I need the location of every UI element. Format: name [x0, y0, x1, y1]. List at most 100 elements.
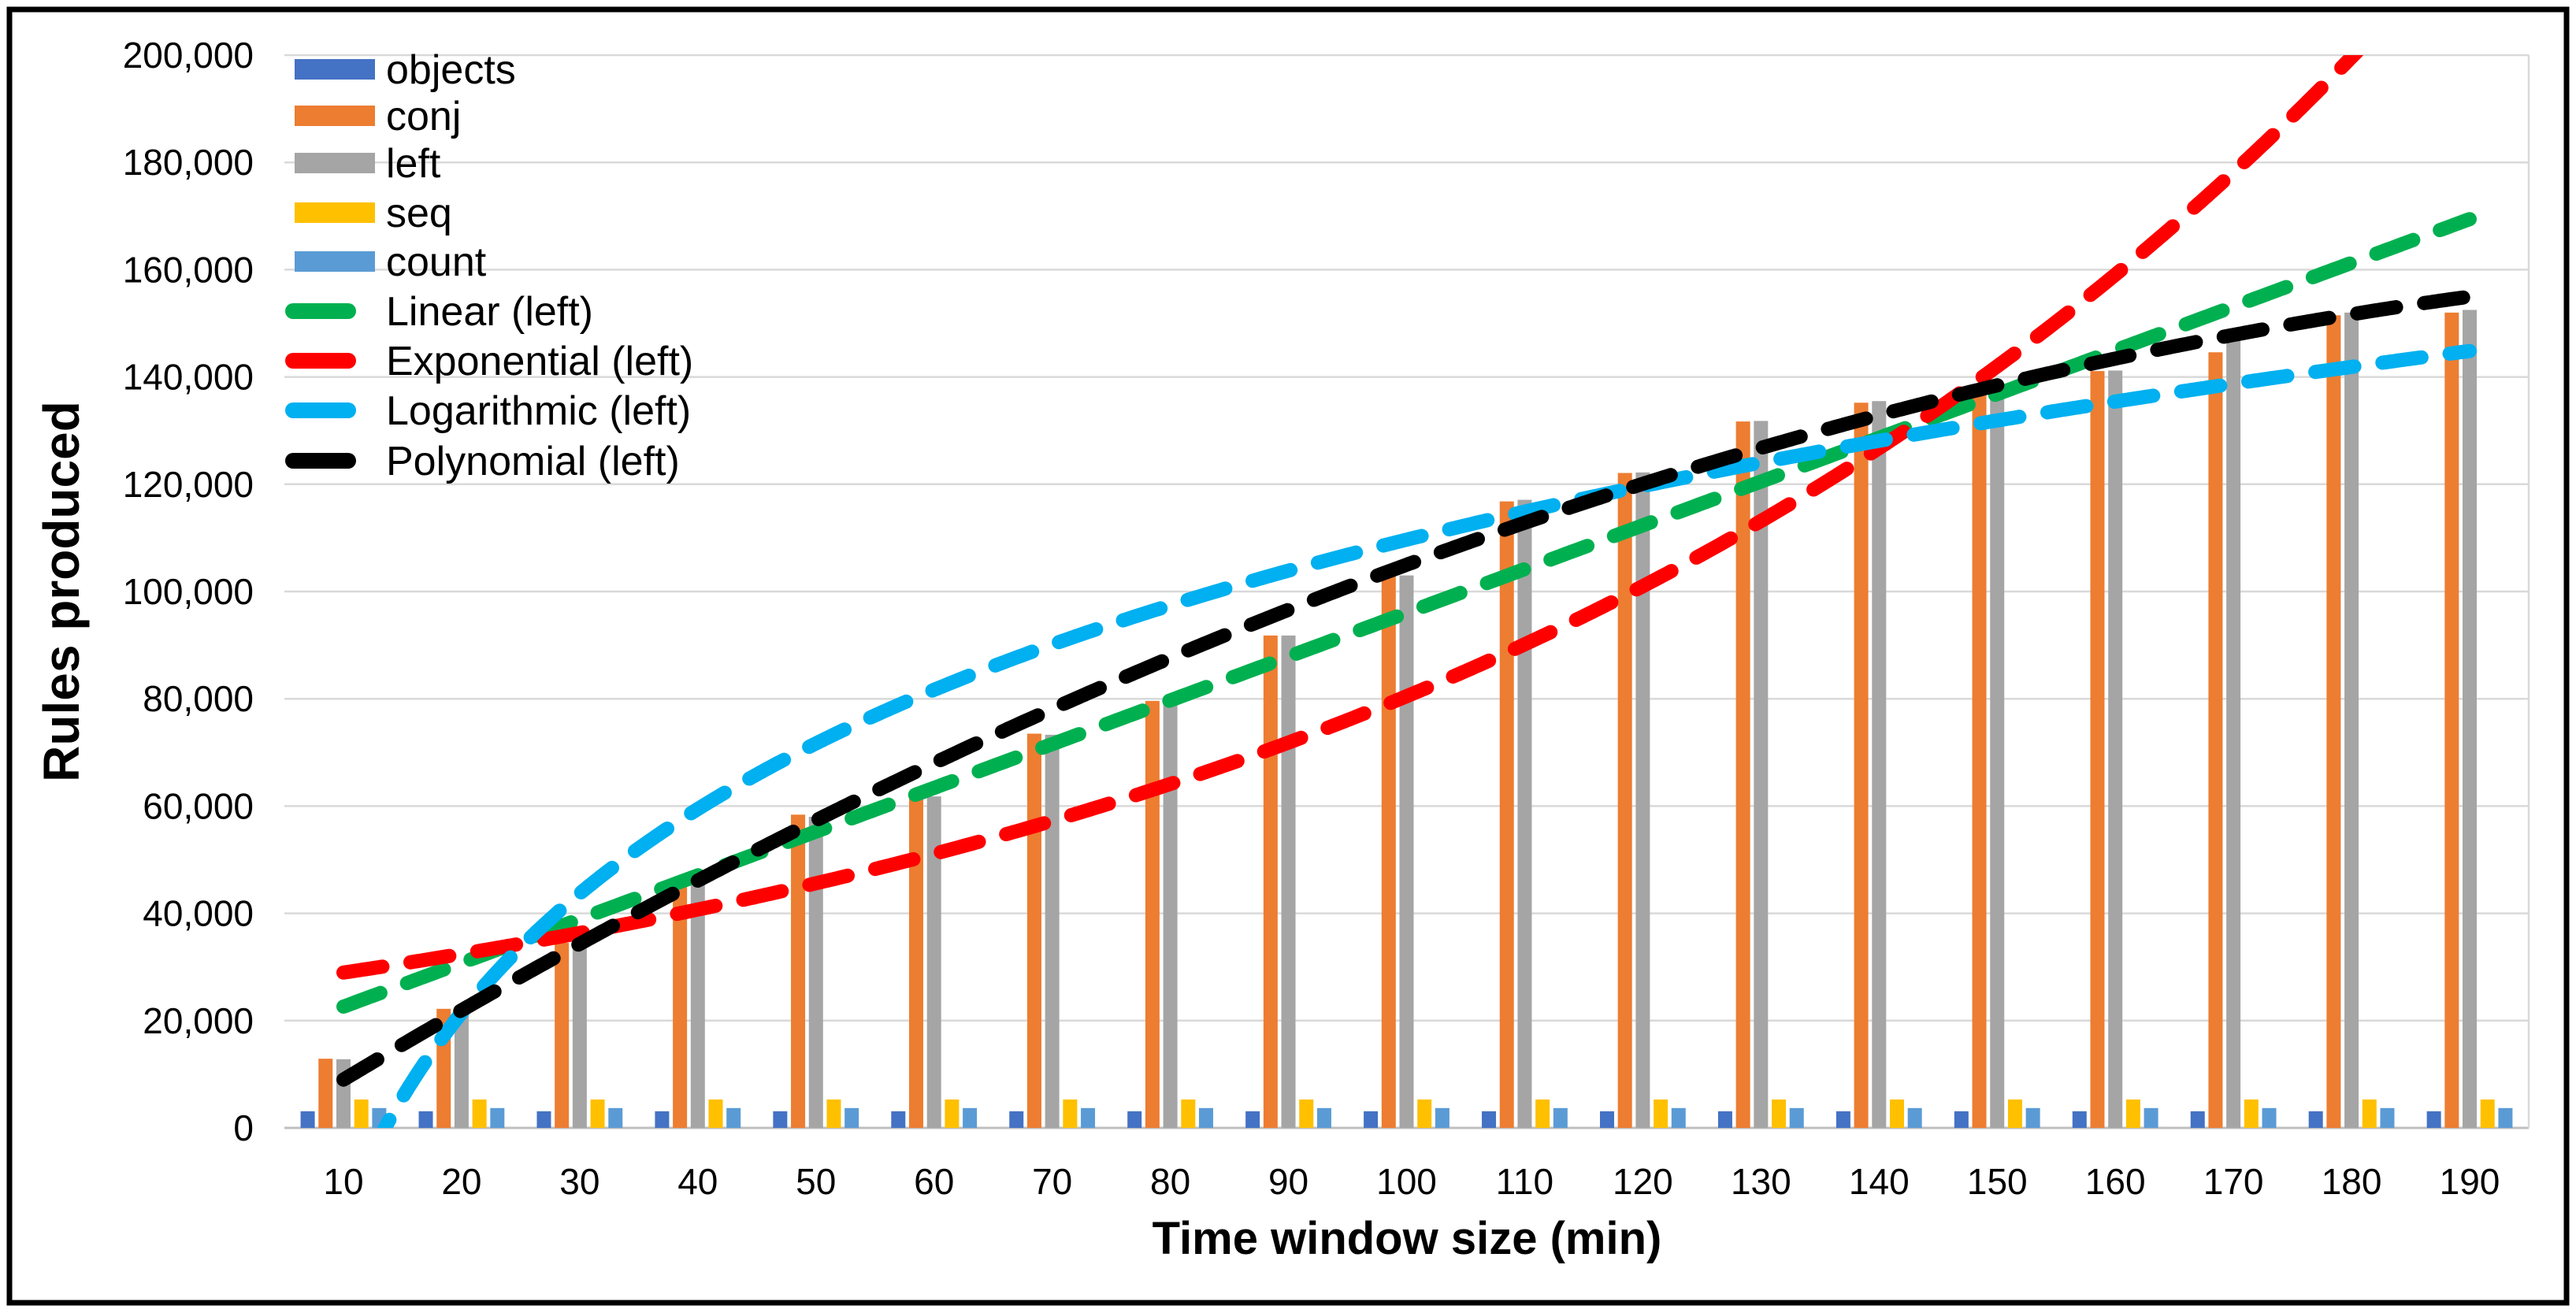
- bar-count-20: [490, 1107, 505, 1128]
- legend-item-logarithmic-left-: Logarithmic (left): [285, 388, 691, 434]
- bar-objects-100: [1364, 1111, 1379, 1128]
- bar-objects-10: [300, 1111, 315, 1128]
- bar-seq-150: [2007, 1099, 2022, 1128]
- legend-label: Linear (left): [386, 289, 593, 335]
- bar-seq-170: [2244, 1099, 2259, 1128]
- bar-objects-70: [1009, 1111, 1024, 1128]
- bar-count-30: [608, 1107, 623, 1128]
- bar-conj-190: [2444, 312, 2459, 1128]
- bar-seq-60: [945, 1099, 960, 1128]
- bar-left-40: [690, 882, 705, 1128]
- bar-count-90: [1316, 1107, 1331, 1128]
- bar-seq-160: [2125, 1099, 2140, 1128]
- x-tick-label-100: 100: [1376, 1161, 1437, 1202]
- bar-conj-60: [909, 796, 924, 1128]
- x-tick-label-90: 90: [1268, 1161, 1308, 1202]
- bar-group-180: [2308, 312, 2395, 1128]
- legend-item-exponential-left-: Exponential (left): [285, 339, 693, 384]
- x-tick-label-140: 140: [1849, 1161, 1910, 1202]
- bar-seq-80: [1181, 1099, 1196, 1128]
- x-tick-label-180: 180: [2322, 1161, 2382, 1202]
- bar-seq-180: [2362, 1099, 2377, 1128]
- legend-swatch-icon: [295, 59, 375, 80]
- legend-swatch-icon: [295, 202, 375, 223]
- y-tick-label-60000: 60,000: [143, 785, 254, 826]
- bar-count-190: [2498, 1107, 2513, 1128]
- x-tick-label-80: 80: [1150, 1161, 1190, 1202]
- x-axis-tick-labels: 10 20 30 40 50 60 70 80 90 100 110 120 130 140 150 160 1…: [323, 1161, 2500, 1202]
- bar-left-90: [1281, 635, 1296, 1128]
- bar-conj-50: [791, 814, 806, 1128]
- trendlines: [336, 55, 2477, 1128]
- bar-seq-140: [1889, 1099, 1904, 1128]
- y-axis-title: Rules produced: [33, 401, 90, 782]
- trendline-logarithmic: [377, 343, 2477, 1128]
- bar-left-30: [572, 936, 587, 1128]
- y-tick-label-140000: 140,000: [123, 357, 254, 398]
- legend-item-linear-left-: Linear (left): [285, 289, 593, 335]
- x-tick-label-70: 70: [1032, 1161, 1072, 1202]
- legend-label: count: [386, 239, 487, 285]
- bar-objects-180: [2308, 1111, 2323, 1128]
- x-tick-label-120: 120: [1613, 1161, 1673, 1202]
- bar-left-170: [2226, 339, 2241, 1128]
- bar-conj-170: [2208, 352, 2223, 1128]
- bar-group-90: [1245, 635, 1331, 1128]
- x-tick-label-60: 60: [914, 1161, 954, 1202]
- bar-objects-150: [1954, 1111, 1969, 1128]
- y-tick-label-120000: 120,000: [123, 464, 254, 505]
- bar-objects-30: [536, 1111, 551, 1128]
- bar-left-190: [2463, 310, 2478, 1129]
- bar-count-60: [963, 1107, 978, 1128]
- bar-count-130: [1789, 1107, 1804, 1128]
- bar-left-100: [1399, 575, 1414, 1128]
- bar-seq-120: [1654, 1099, 1668, 1128]
- bar-count-110: [1553, 1107, 1568, 1128]
- bar-left-140: [1872, 401, 1887, 1128]
- x-tick-label-150: 150: [1967, 1161, 2028, 1202]
- legend-label: Logarithmic (left): [386, 388, 691, 434]
- bar-count-40: [726, 1107, 741, 1128]
- bar-left-160: [2108, 370, 2123, 1129]
- x-tick-label-160: 160: [2085, 1161, 2146, 1202]
- bar-conj-90: [1263, 635, 1278, 1128]
- x-tick-label-130: 130: [1731, 1161, 1791, 1202]
- bar-group-160: [2072, 370, 2158, 1129]
- bar-objects-190: [2426, 1111, 2441, 1128]
- bar-objects-90: [1245, 1111, 1260, 1128]
- bar-conj-140: [1854, 402, 1869, 1129]
- bar-seq-100: [1417, 1099, 1432, 1128]
- bar-conj-70: [1026, 733, 1041, 1128]
- bar-conj-40: [673, 881, 688, 1128]
- bar-left-60: [926, 796, 941, 1128]
- bar-objects-50: [773, 1111, 788, 1128]
- bar-left-120: [1635, 472, 1650, 1128]
- bar-conj-100: [1381, 571, 1396, 1128]
- legend-label: objects: [386, 47, 516, 93]
- bar-seq-10: [354, 1099, 369, 1128]
- bar-group-40: [655, 881, 741, 1128]
- bar-group-60: [891, 796, 978, 1128]
- y-tick-label-160000: 160,000: [123, 249, 254, 290]
- bar-seq-70: [1063, 1099, 1078, 1128]
- y-tick-label-0: 0: [233, 1107, 254, 1148]
- bar-group-70: [1009, 733, 1096, 1128]
- bar-conj-110: [1499, 501, 1514, 1128]
- x-tick-label-50: 50: [796, 1161, 836, 1202]
- legend-item-seq: seq: [295, 191, 452, 236]
- bar-group-170: [2190, 339, 2277, 1128]
- bar-left-110: [1517, 499, 1532, 1128]
- bar-objects-120: [1599, 1111, 1614, 1128]
- bar-count-70: [1081, 1107, 1096, 1128]
- x-tick-label-10: 10: [323, 1161, 363, 1202]
- y-tick-label-80000: 80,000: [143, 678, 254, 719]
- y-tick-label-200000: 200,000: [123, 35, 254, 76]
- legend-label: conj: [386, 94, 461, 139]
- y-tick-label-100000: 100,000: [123, 571, 254, 612]
- legend-label: Exponential (left): [386, 339, 693, 384]
- bar-objects-130: [1717, 1111, 1732, 1128]
- bar-objects-20: [418, 1111, 433, 1128]
- legend-swatch-icon: [295, 251, 375, 272]
- bar-count-150: [2025, 1107, 2040, 1128]
- x-axis-title: Time window size (min): [1153, 1213, 1662, 1264]
